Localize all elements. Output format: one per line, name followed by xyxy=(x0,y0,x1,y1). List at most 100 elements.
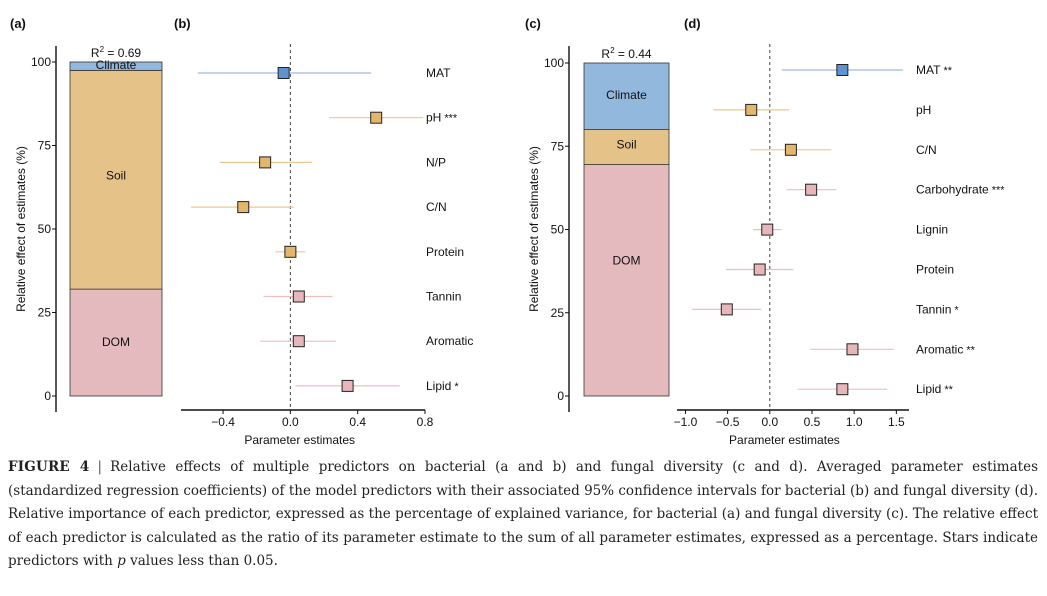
y-tick-label: 100 xyxy=(544,56,564,70)
caption-text-end: values less than 0.05. xyxy=(125,553,278,569)
predictor-label-lipid: Lipid * xyxy=(426,379,459,393)
predictor-name: C/N xyxy=(916,143,937,157)
bar-segment-climate xyxy=(583,62,670,130)
predictor-name: C/N xyxy=(426,200,447,214)
predictor-name: Tannin xyxy=(916,302,951,316)
y-tick-label: 0 xyxy=(44,389,51,403)
caption-text: Relative effects of multiple predictors … xyxy=(8,459,1039,569)
bar-segment-dom xyxy=(69,288,163,397)
significance-stars: *** xyxy=(444,113,458,125)
panel-label-a: (a) xyxy=(10,16,26,31)
estimate-point-np xyxy=(259,156,272,169)
segment-label-dom: DOM xyxy=(102,335,130,349)
predictor-label-lipid: Lipid ** xyxy=(916,382,954,396)
predictor-label-mat: MAT ** xyxy=(916,63,953,77)
r2-symbol: R xyxy=(601,47,610,61)
predictor-name: Aromatic xyxy=(426,334,473,348)
y-tick-label: 25 xyxy=(38,306,52,320)
y-tick-label: 100 xyxy=(31,55,51,69)
estimate-point-lipid xyxy=(836,383,849,396)
y-tick-label: 75 xyxy=(38,139,52,153)
x-tick-label: −1.0 xyxy=(674,415,698,429)
segment-label-soil: Soil xyxy=(616,138,636,152)
segment-label-dom: DOM xyxy=(613,254,641,268)
predictor-name: Lipid xyxy=(916,382,941,396)
estimate-point-cn xyxy=(784,143,797,156)
x-tick-label: 0.0 xyxy=(761,415,778,429)
x-tick-label: −0.4 xyxy=(211,415,235,429)
predictor-label-cn: C/N xyxy=(916,143,937,157)
bar-segment-dom xyxy=(583,164,670,397)
caption-label: FIGURE 4 xyxy=(8,459,90,475)
predictor-name: pH xyxy=(916,103,931,117)
predictor-name: MAT xyxy=(916,63,941,77)
y-axis-title: Relative effect of estimates (%) xyxy=(14,146,28,312)
predictor-name: Lipid xyxy=(426,379,451,393)
bar-segment-climate xyxy=(69,61,163,71)
significance-stars: ** xyxy=(943,65,952,77)
significance-stars: * xyxy=(454,381,459,393)
figure-caption: FIGURE 4 | Relative effects of multiple pr… xyxy=(8,456,1038,574)
y-tick-label: 75 xyxy=(551,139,565,153)
significance-stars: *** xyxy=(992,185,1006,197)
estimate-point-tannin xyxy=(292,290,305,303)
estimate-point-lipid xyxy=(341,379,354,392)
segment-label-climate: Climate xyxy=(96,58,137,72)
x-tick-label: 0.4 xyxy=(349,415,366,429)
y-tick-label: 0 xyxy=(557,389,564,403)
predictor-label-ph: pH *** xyxy=(426,111,458,125)
significance-stars: ** xyxy=(944,384,953,396)
estimate-point-mat xyxy=(836,64,849,76)
estimate-point-aromatic xyxy=(292,335,305,348)
predictor-label-aromatic: Aromatic ** xyxy=(916,342,976,356)
estimate-point-cn xyxy=(237,201,250,214)
estimate-point-mat xyxy=(277,67,290,79)
x-tick-label: 1.0 xyxy=(846,415,863,429)
predictor-name: Protein xyxy=(426,245,464,259)
r2-label: R2 = 0.69 xyxy=(91,45,141,60)
predictor-label-np: N/P xyxy=(426,155,446,169)
caption-p-symbol: p xyxy=(117,553,126,569)
predictor-label-tannin: Tannin * xyxy=(916,302,959,316)
estimate-point-carbohydrate xyxy=(805,183,818,196)
predictor-label-lignin: Lignin xyxy=(916,223,948,237)
segment-label-soil: Soil xyxy=(106,168,126,182)
segment-label-climate: Climate xyxy=(606,88,647,102)
predictor-label-protein: Protein xyxy=(916,263,954,277)
x-tick-label: 0.8 xyxy=(417,415,434,429)
predictor-label-carbohydrate: Carbohydrate *** xyxy=(916,183,1005,197)
predictor-label-tannin: Tannin xyxy=(426,290,461,304)
r2-superscript: 2 xyxy=(610,46,615,55)
predictor-name: Lignin xyxy=(916,223,948,237)
predictor-label-aromatic: Aromatic xyxy=(426,334,473,348)
x-tick-label: 0.5 xyxy=(804,415,821,429)
y-axis-title: Relative effect of estimates (%) xyxy=(527,146,541,312)
estimate-point-ph xyxy=(745,103,758,116)
r2-value: = 0.44 xyxy=(615,47,652,61)
estimate-point-ph xyxy=(370,111,383,124)
predictor-label-mat: MAT xyxy=(426,66,451,80)
predictor-name: Aromatic xyxy=(916,342,963,356)
x-tick-label: 1.5 xyxy=(888,415,905,429)
estimate-point-tannin xyxy=(720,303,733,316)
r2-value: = 0.69 xyxy=(104,46,141,60)
predictor-name: Carbohydrate xyxy=(916,183,989,197)
estimate-point-lignin xyxy=(761,223,774,236)
y-tick-label: 50 xyxy=(551,223,565,237)
predictor-label-ph: pH xyxy=(916,103,931,117)
predictor-name: Tannin xyxy=(426,290,461,304)
x-tick-label: 0.0 xyxy=(282,415,299,429)
significance-stars: * xyxy=(954,304,959,316)
estimate-point-aromatic xyxy=(846,343,859,356)
panel-label-d: (d) xyxy=(684,16,701,31)
r2-label: R2 = 0.44 xyxy=(601,46,651,61)
predictor-label-protein: Protein xyxy=(426,245,464,259)
predictor-name: pH xyxy=(426,111,441,125)
bar-segment-soil xyxy=(69,69,163,290)
x-axis-title: Parameter estimates xyxy=(244,433,355,447)
x-tick-label: −0.5 xyxy=(716,415,740,429)
estimate-point-protein xyxy=(753,263,766,276)
panel-label-b: (b) xyxy=(174,16,191,31)
panel-label-c: (c) xyxy=(525,16,541,31)
